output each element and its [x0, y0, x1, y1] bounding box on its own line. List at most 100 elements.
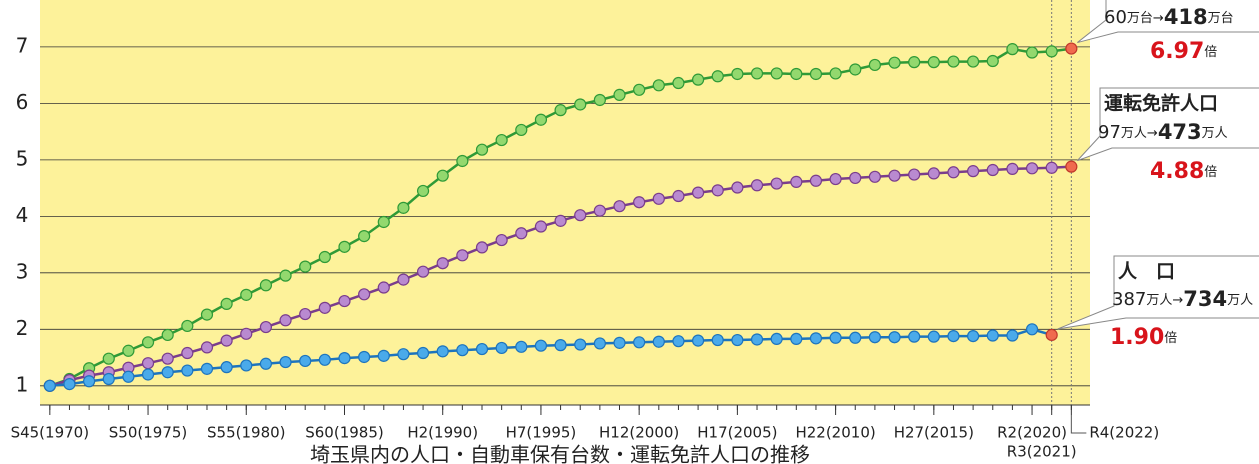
data-point: [633, 83, 646, 96]
data-point: [475, 342, 489, 356]
callout-detail: 387万人→734万人: [1112, 287, 1253, 311]
y-tick-label: 6: [16, 90, 29, 114]
x-tick-label: S45(1970): [11, 424, 90, 442]
ratio: 1.90: [1110, 325, 1164, 350]
data-point: [141, 368, 155, 381]
data-point: [888, 331, 901, 344]
data-point: [200, 308, 214, 321]
from: 387: [1112, 289, 1146, 310]
data-point: [633, 336, 646, 349]
callout: [1077, 0, 1259, 44]
data-point: [358, 350, 371, 364]
data-point: [299, 354, 312, 368]
data-point: [436, 345, 449, 358]
data-point: [240, 359, 253, 372]
data-point: [672, 189, 685, 203]
data-point: [200, 362, 214, 375]
data-point: [652, 79, 665, 92]
data-point: [397, 201, 410, 214]
data-point: [515, 340, 528, 353]
data-point: [161, 352, 174, 365]
data-point: [711, 70, 724, 83]
x-tick-label: H22(2010): [795, 424, 875, 442]
ratio-unit: 倍: [1164, 331, 1177, 346]
from-unit: 万台→: [1127, 11, 1164, 26]
data-point: [790, 67, 803, 81]
series-line: [49, 328, 1053, 388]
data-point: [377, 281, 390, 294]
data-point: [181, 346, 194, 360]
leader: [1070, 415, 1087, 434]
data-point: [259, 279, 273, 292]
data-point: [259, 357, 273, 370]
data-point: [1025, 162, 1039, 175]
data-point: [711, 333, 724, 347]
data-point: [1025, 323, 1039, 336]
from: 60: [1104, 7, 1127, 28]
ratio-label: 1.90倍: [1110, 325, 1177, 350]
data-point: [947, 55, 960, 68]
data-point: [534, 113, 548, 126]
data-point: [495, 133, 508, 147]
x-tick-label: H12(2000): [599, 424, 679, 442]
y-tick-label: 4: [16, 203, 29, 227]
data-point: [338, 240, 351, 253]
data-point: [750, 333, 764, 346]
data-point: [377, 349, 390, 362]
data-point: [652, 192, 665, 205]
to-unit: 万台: [1208, 11, 1234, 26]
data-point: [161, 328, 174, 342]
data-point: [122, 370, 135, 383]
data-point: [829, 172, 842, 186]
data-point: [122, 344, 135, 357]
data-point: [613, 336, 626, 349]
data-point: [868, 58, 881, 72]
data-point: [416, 184, 430, 198]
data-point: [416, 265, 430, 278]
data-point: [731, 181, 744, 194]
from-unit: 万人→: [1146, 293, 1183, 308]
chart-title: 埼玉県内の人口・自動車保有台数・運転免許人口の推移: [310, 443, 810, 464]
data-point: [515, 227, 528, 240]
to-unit: 万人: [1202, 126, 1228, 141]
data-point: [456, 249, 469, 262]
data-point: [456, 154, 469, 168]
data-point: [986, 163, 999, 177]
data-point: [593, 204, 606, 217]
data-point: [574, 98, 587, 111]
data-point: [318, 353, 331, 366]
to: 734: [1183, 287, 1227, 311]
ratio: 4.88: [1150, 159, 1204, 184]
data-point: [927, 167, 940, 180]
data-point: [456, 344, 469, 357]
ratio: 6.97: [1150, 39, 1204, 64]
data-point: [790, 332, 803, 346]
callout: [1057, 255, 1259, 330]
data-point: [102, 372, 115, 386]
data-point: [731, 67, 744, 81]
data-point: [377, 215, 390, 229]
x-tick-label: R3(2021): [1007, 443, 1077, 461]
data-point: [416, 346, 430, 360]
data-point: [809, 332, 823, 345]
data-point: [927, 56, 940, 69]
data-point: [534, 339, 548, 352]
data-point: [554, 214, 567, 227]
data-point: [888, 56, 901, 69]
data-point: [613, 200, 626, 213]
data-point: [1045, 45, 1058, 58]
data-point: [240, 288, 253, 301]
data-point: [908, 56, 921, 69]
data-point: [790, 175, 803, 188]
data-point: [849, 63, 862, 76]
data-point: [318, 301, 331, 314]
data-point: [908, 168, 921, 181]
y-tick-label: 7: [16, 33, 29, 57]
callout-detail: 60万台→418万台: [1104, 5, 1234, 29]
data-point: [181, 364, 194, 377]
data-point: [220, 334, 233, 347]
x-tick-label: S60(1985): [305, 424, 384, 442]
callout-title: 人 口: [1118, 261, 1175, 283]
to: 473: [1158, 120, 1202, 144]
